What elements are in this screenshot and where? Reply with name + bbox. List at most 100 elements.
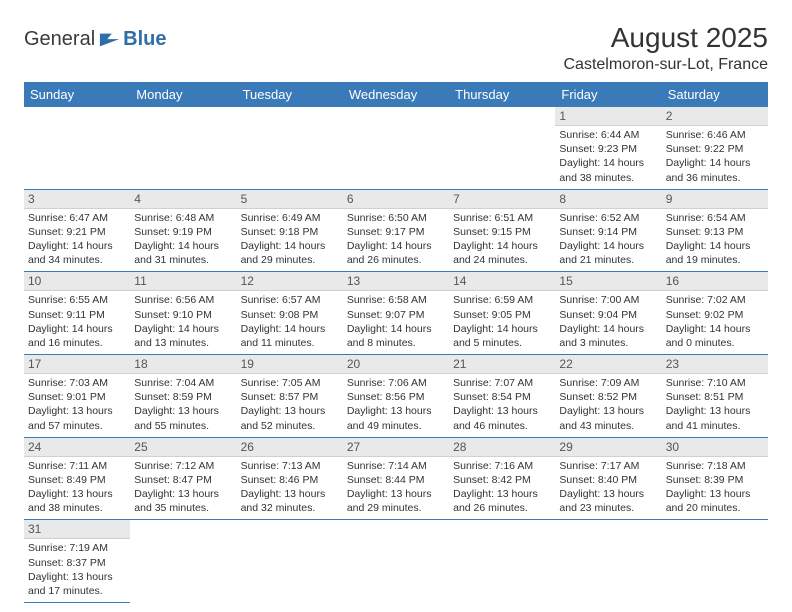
sunrise-line: Sunrise: 7:04 AM	[134, 376, 232, 390]
day-details: Sunrise: 7:14 AMSunset: 8:44 PMDaylight:…	[343, 457, 449, 520]
sunset-line: Sunset: 9:11 PM	[28, 308, 126, 322]
sunrise-line: Sunrise: 6:59 AM	[453, 293, 551, 307]
day-details: Sunrise: 7:17 AMSunset: 8:40 PMDaylight:…	[555, 457, 661, 520]
day-details: Sunrise: 6:46 AMSunset: 9:22 PMDaylight:…	[662, 126, 768, 189]
weekday-header: Friday	[555, 82, 661, 107]
day-cell: 13Sunrise: 6:58 AMSunset: 9:07 PMDayligh…	[343, 272, 449, 355]
daylight-line: Daylight: 13 hours and 29 minutes.	[347, 487, 445, 515]
day-details: Sunrise: 6:57 AMSunset: 9:08 PMDaylight:…	[237, 291, 343, 354]
day-details: Sunrise: 7:13 AMSunset: 8:46 PMDaylight:…	[237, 457, 343, 520]
sunset-line: Sunset: 9:08 PM	[241, 308, 339, 322]
sunrise-line: Sunrise: 6:58 AM	[347, 293, 445, 307]
daylight-line: Daylight: 13 hours and 57 minutes.	[28, 404, 126, 432]
sunrise-line: Sunrise: 7:06 AM	[347, 376, 445, 390]
month-title: August 2025	[563, 22, 768, 54]
day-details: Sunrise: 6:52 AMSunset: 9:14 PMDaylight:…	[555, 209, 661, 272]
sunrise-line: Sunrise: 6:47 AM	[28, 211, 126, 225]
sunrise-line: Sunrise: 6:54 AM	[666, 211, 764, 225]
day-details: Sunrise: 7:03 AMSunset: 9:01 PMDaylight:…	[24, 374, 130, 437]
sunrise-line: Sunrise: 7:09 AM	[559, 376, 657, 390]
daylight-line: Daylight: 14 hours and 31 minutes.	[134, 239, 232, 267]
weekday-header: Thursday	[449, 82, 555, 107]
day-number: 6	[343, 190, 449, 209]
day-number: 2	[662, 107, 768, 126]
sunrise-line: Sunrise: 6:50 AM	[347, 211, 445, 225]
day-number: 30	[662, 438, 768, 457]
sunset-line: Sunset: 9:01 PM	[28, 390, 126, 404]
day-number: 17	[24, 355, 130, 374]
day-number: 11	[130, 272, 236, 291]
daylight-line: Daylight: 13 hours and 20 minutes.	[666, 487, 764, 515]
day-cell: 27Sunrise: 7:14 AMSunset: 8:44 PMDayligh…	[343, 437, 449, 520]
day-number: 3	[24, 190, 130, 209]
day-number: 10	[24, 272, 130, 291]
daylight-line: Daylight: 14 hours and 16 minutes.	[28, 322, 126, 350]
day-cell: 1Sunrise: 6:44 AMSunset: 9:23 PMDaylight…	[555, 107, 661, 189]
sunrise-line: Sunrise: 6:49 AM	[241, 211, 339, 225]
sunset-line: Sunset: 8:46 PM	[241, 473, 339, 487]
sunrise-line: Sunrise: 6:44 AM	[559, 128, 657, 142]
sunrise-line: Sunrise: 7:18 AM	[666, 459, 764, 473]
sunrise-line: Sunrise: 7:03 AM	[28, 376, 126, 390]
sunset-line: Sunset: 9:18 PM	[241, 225, 339, 239]
day-number: 20	[343, 355, 449, 374]
empty-cell	[237, 107, 343, 189]
day-details: Sunrise: 6:47 AMSunset: 9:21 PMDaylight:…	[24, 209, 130, 272]
sunset-line: Sunset: 8:39 PM	[666, 473, 764, 487]
logo: General Blue	[24, 22, 167, 51]
sunset-line: Sunset: 9:17 PM	[347, 225, 445, 239]
sunrise-line: Sunrise: 7:13 AM	[241, 459, 339, 473]
day-cell: 16Sunrise: 7:02 AMSunset: 9:02 PMDayligh…	[662, 272, 768, 355]
day-cell: 25Sunrise: 7:12 AMSunset: 8:47 PMDayligh…	[130, 437, 236, 520]
day-cell: 26Sunrise: 7:13 AMSunset: 8:46 PMDayligh…	[237, 437, 343, 520]
logo-text-a: General	[24, 28, 95, 51]
daylight-line: Daylight: 13 hours and 32 minutes.	[241, 487, 339, 515]
sunset-line: Sunset: 9:21 PM	[28, 225, 126, 239]
day-cell: 21Sunrise: 7:07 AMSunset: 8:54 PMDayligh…	[449, 355, 555, 438]
day-details: Sunrise: 6:44 AMSunset: 9:23 PMDaylight:…	[555, 126, 661, 189]
day-number: 9	[662, 190, 768, 209]
day-number: 23	[662, 355, 768, 374]
sunrise-line: Sunrise: 7:19 AM	[28, 541, 126, 555]
day-details: Sunrise: 6:56 AMSunset: 9:10 PMDaylight:…	[130, 291, 236, 354]
daylight-line: Daylight: 14 hours and 26 minutes.	[347, 239, 445, 267]
day-number: 18	[130, 355, 236, 374]
day-number: 28	[449, 438, 555, 457]
sunset-line: Sunset: 8:42 PM	[453, 473, 551, 487]
day-number: 29	[555, 438, 661, 457]
daylight-line: Daylight: 13 hours and 43 minutes.	[559, 404, 657, 432]
sunset-line: Sunset: 9:23 PM	[559, 142, 657, 156]
sunset-line: Sunset: 8:37 PM	[28, 556, 126, 570]
day-details: Sunrise: 6:48 AMSunset: 9:19 PMDaylight:…	[130, 209, 236, 272]
sunset-line: Sunset: 9:07 PM	[347, 308, 445, 322]
sunset-line: Sunset: 9:13 PM	[666, 225, 764, 239]
weekday-header: Tuesday	[237, 82, 343, 107]
day-cell: 3Sunrise: 6:47 AMSunset: 9:21 PMDaylight…	[24, 189, 130, 272]
daylight-line: Daylight: 14 hours and 34 minutes.	[28, 239, 126, 267]
day-cell: 24Sunrise: 7:11 AMSunset: 8:49 PMDayligh…	[24, 437, 130, 520]
sunrise-line: Sunrise: 7:17 AM	[559, 459, 657, 473]
day-cell: 6 Sunrise: 6:50 AMSunset: 9:17 PMDaylight…	[343, 189, 449, 272]
sunrise-line: Sunrise: 7:14 AM	[347, 459, 445, 473]
day-details: Sunrise: 6:51 AMSunset: 9:15 PMDaylight:…	[449, 209, 555, 272]
day-details: Sunrise: 7:00 AMSunset: 9:04 PMDaylight:…	[555, 291, 661, 354]
sunrise-line: Sunrise: 6:48 AM	[134, 211, 232, 225]
day-number: 16	[662, 272, 768, 291]
day-details: Sunrise: 6:54 AMSunset: 9:13 PMDaylight:…	[662, 209, 768, 272]
day-cell: 15Sunrise: 7:00 AMSunset: 9:04 PMDayligh…	[555, 272, 661, 355]
sunset-line: Sunset: 9:14 PM	[559, 225, 657, 239]
sunrise-line: Sunrise: 6:51 AM	[453, 211, 551, 225]
logo-text-b: Blue	[123, 28, 166, 51]
daylight-line: Daylight: 14 hours and 13 minutes.	[134, 322, 232, 350]
day-number: 21	[449, 355, 555, 374]
daylight-line: Daylight: 14 hours and 38 minutes.	[559, 156, 657, 184]
sunrise-line: Sunrise: 7:10 AM	[666, 376, 764, 390]
daylight-line: Daylight: 13 hours and 23 minutes.	[559, 487, 657, 515]
day-cell: 9Sunrise: 6:54 AMSunset: 9:13 PMDaylight…	[662, 189, 768, 272]
header-row: General Blue August 2025 Castelmoron-sur…	[24, 22, 768, 74]
day-details: Sunrise: 7:19 AMSunset: 8:37 PMDaylight:…	[24, 539, 130, 602]
day-number: 5	[237, 190, 343, 209]
daylight-line: Daylight: 13 hours and 41 minutes.	[666, 404, 764, 432]
daylight-line: Daylight: 13 hours and 46 minutes.	[453, 404, 551, 432]
daylight-line: Daylight: 14 hours and 0 minutes.	[666, 322, 764, 350]
